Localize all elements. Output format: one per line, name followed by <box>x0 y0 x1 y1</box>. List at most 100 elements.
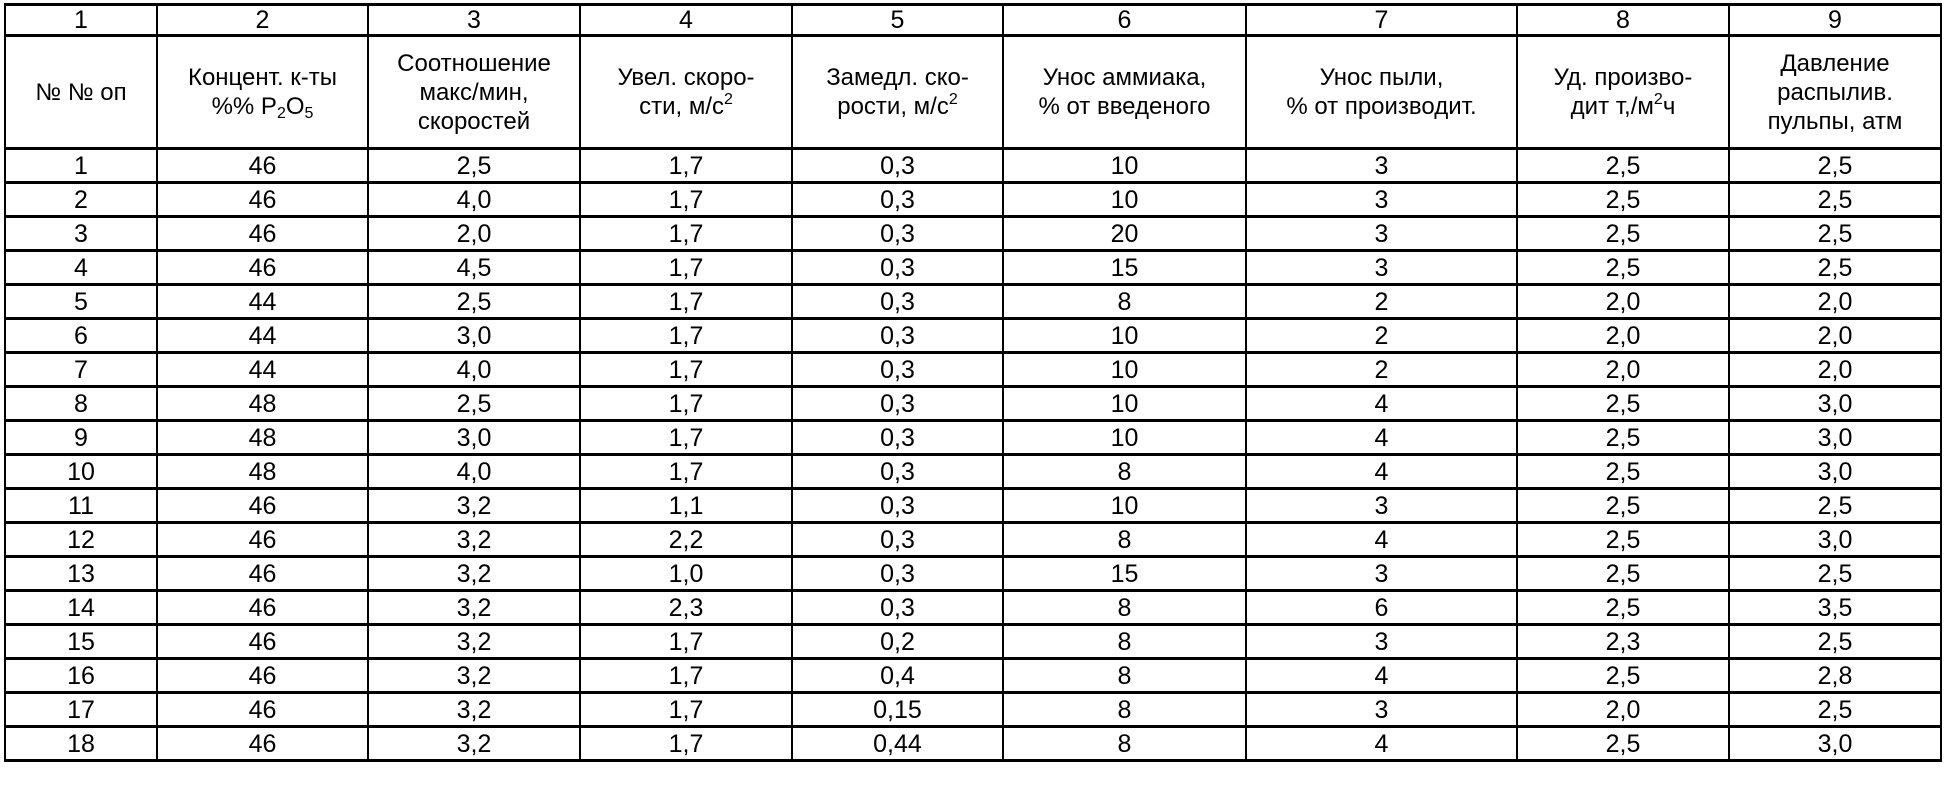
table-cell: 2,5 <box>1517 557 1729 591</box>
table-cell: 13 <box>5 557 157 591</box>
table-cell: 4 <box>1246 659 1517 693</box>
header-line: Увел. скоро- <box>617 64 754 91</box>
table-cell: 0,44 <box>792 727 1003 761</box>
table-cell: 2,0 <box>1517 285 1729 319</box>
table-row: 14463,22,30,3862,53,5 <box>5 591 1941 625</box>
table-cell: 48 <box>157 421 368 455</box>
table-cell: 2,5 <box>1729 149 1941 183</box>
table-cell: 2,5 <box>1517 387 1729 421</box>
table-cell: 3,0 <box>1729 421 1941 455</box>
table-cell: 2,0 <box>368 217 580 251</box>
table-cell: 10 <box>1003 319 1246 353</box>
table-cell: 10 <box>5 455 157 489</box>
table-cell: 1,7 <box>580 659 792 693</box>
data-table: 123456789№ № опКонцент. к-ты%% P2O5Соотн… <box>4 3 1942 762</box>
table-cell: 48 <box>157 455 368 489</box>
table-cell: 15 <box>5 625 157 659</box>
header-line: Унос пыли, <box>1320 64 1444 91</box>
unit-text: сти, м/с <box>639 93 724 120</box>
table-cell: 2,3 <box>580 591 792 625</box>
column-header: № № оп <box>5 36 157 149</box>
table-cell: 0,2 <box>792 625 1003 659</box>
column-number: 5 <box>792 5 1003 36</box>
table-cell: 10 <box>1003 149 1246 183</box>
table-cell: 3 <box>1246 557 1517 591</box>
table-cell: 8 <box>1003 727 1246 761</box>
table-row: 3462,01,70,32032,52,5 <box>5 217 1941 251</box>
header-line: № № оп <box>35 79 126 106</box>
table-cell: 8 <box>1003 591 1246 625</box>
column-header: Увел. скоро-сти, м/с2 <box>580 36 792 149</box>
table-cell: 2,5 <box>1729 489 1941 523</box>
formula-subscript: 5 <box>305 105 314 122</box>
table-cell: 3,0 <box>1729 523 1941 557</box>
formula-subscript: 2 <box>277 105 286 122</box>
table-cell: 1,7 <box>580 149 792 183</box>
table-cell: 6 <box>5 319 157 353</box>
header-line: распылив. <box>1777 79 1893 106</box>
table-cell: 0,3 <box>792 523 1003 557</box>
header-line: Унос аммиака, <box>1043 64 1207 91</box>
table-cell: 2,0 <box>1517 319 1729 353</box>
table-cell: 3,0 <box>1729 387 1941 421</box>
column-header: Уд. произво-дит т,/м2ч <box>1517 36 1729 149</box>
table-cell: 8 <box>5 387 157 421</box>
column-number: 3 <box>368 5 580 36</box>
table-cell: 1,7 <box>580 693 792 727</box>
table-cell: 0,3 <box>792 285 1003 319</box>
table-cell: 10 <box>1003 353 1246 387</box>
table-cell: 2,5 <box>1729 183 1941 217</box>
table-cell: 3,2 <box>368 489 580 523</box>
table-row: 12463,22,20,3842,53,0 <box>5 523 1941 557</box>
table-cell: 3,2 <box>368 625 580 659</box>
table-cell: 2,5 <box>1517 659 1729 693</box>
table-cell: 2 <box>1246 319 1517 353</box>
table-cell: 2,8 <box>1729 659 1941 693</box>
formula-text: O <box>286 93 305 120</box>
table-cell: 2,5 <box>1517 251 1729 285</box>
table-cell: 3,5 <box>1729 591 1941 625</box>
column-header: Давлениераспылив.пульпы, атм <box>1729 36 1941 149</box>
table-cell: 46 <box>157 489 368 523</box>
table-cell: 8 <box>1003 659 1246 693</box>
table-cell: 14 <box>5 591 157 625</box>
table-cell: 1,7 <box>580 251 792 285</box>
table-cell: 3 <box>5 217 157 251</box>
column-number: 2 <box>157 5 368 36</box>
table-cell: 3 <box>1246 217 1517 251</box>
table-cell: 3 <box>1246 625 1517 659</box>
table-cell: 3,2 <box>368 591 580 625</box>
header-row: № № опКонцент. к-ты%% P2O5Соотношениемак… <box>5 36 1941 149</box>
unit-text: ч <box>1663 93 1676 120</box>
table-row: 11463,21,10,31032,52,5 <box>5 489 1941 523</box>
unit-superscript: 2 <box>724 91 733 108</box>
table-cell: 3,2 <box>368 523 580 557</box>
table-cell: 1,7 <box>580 353 792 387</box>
header-line: % от введеного <box>1038 93 1210 120</box>
table-cell: 0,4 <box>792 659 1003 693</box>
table-cell: 16 <box>5 659 157 693</box>
table-row: 6443,01,70,31022,02,0 <box>5 319 1941 353</box>
table-cell: 3,2 <box>368 727 580 761</box>
table-cell: 44 <box>157 353 368 387</box>
table-cell: 2,5 <box>1517 183 1729 217</box>
table-cell: 2,5 <box>368 285 580 319</box>
table-cell: 2,5 <box>368 387 580 421</box>
table-cell: 0,3 <box>792 251 1003 285</box>
unit-superscript: 2 <box>949 91 958 108</box>
table-cell: 3 <box>1246 183 1517 217</box>
table-cell: 3 <box>1246 251 1517 285</box>
table-cell: 2,5 <box>1729 693 1941 727</box>
table-cell: 18 <box>5 727 157 761</box>
table-cell: 8 <box>1003 455 1246 489</box>
table-cell: 0,3 <box>792 557 1003 591</box>
column-header: Унос пыли,% от производит. <box>1246 36 1517 149</box>
column-number: 8 <box>1517 5 1729 36</box>
table-row: 5442,51,70,3822,02,0 <box>5 285 1941 319</box>
table-cell: 17 <box>5 693 157 727</box>
table-cell: 1,7 <box>580 387 792 421</box>
table-cell: 1,7 <box>580 217 792 251</box>
table-cell: 3 <box>1246 693 1517 727</box>
table-cell: 2,5 <box>1729 557 1941 591</box>
table-cell: 2,5 <box>1517 455 1729 489</box>
